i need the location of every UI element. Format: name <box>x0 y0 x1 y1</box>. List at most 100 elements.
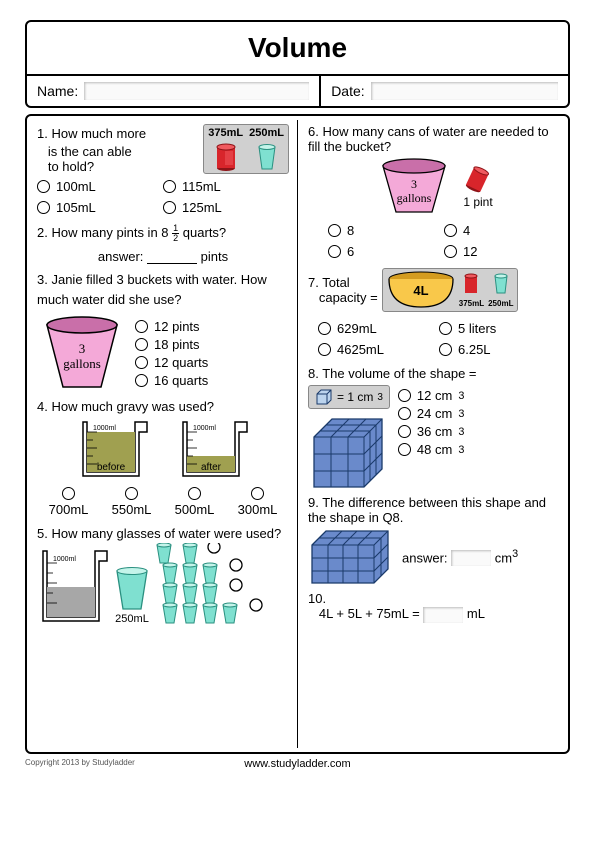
q6-can-label: 1 pint <box>463 195 492 209</box>
page-title: Volume <box>27 22 568 76</box>
svg-text:3: 3 <box>79 341 86 356</box>
copyright-text: Copyright 2013 by Studyladder <box>25 758 135 767</box>
red-can-small-icon <box>463 273 479 295</box>
beaker-after-icon: 1000ml after <box>173 418 253 480</box>
question-7: 7. Total capacity = 4L <box>308 268 560 360</box>
q2-text-a: How many pints in 8 <box>51 225 168 240</box>
beaker-icon: 1000ml <box>37 547 109 625</box>
q3-num: 3. <box>37 272 48 287</box>
q6-opt-1[interactable] <box>444 224 457 237</box>
cube-4x3-icon <box>308 529 392 585</box>
q6-opt-2[interactable] <box>328 245 341 258</box>
q9-num: 9. <box>308 495 319 510</box>
q1-opt-3[interactable] <box>163 201 176 214</box>
q3-opt-0[interactable] <box>135 320 148 333</box>
q4-opt-1[interactable] <box>125 487 138 500</box>
q5-text: How many glasses of water were used? <box>51 526 281 541</box>
q3-opt-2[interactable] <box>135 356 148 369</box>
q4-opt-2[interactable] <box>188 487 201 500</box>
q2-unit: pints <box>201 249 228 264</box>
q10-unit: mL <box>467 606 485 621</box>
q10-num: 10. <box>308 591 326 606</box>
q8-opt-1[interactable] <box>398 407 411 420</box>
svg-text:gallons: gallons <box>397 191 432 205</box>
question-3: 3. Janie filled 3 buckets with water. Ho… <box>37 270 289 393</box>
q1-text-b: is the can able <box>48 144 132 159</box>
q5-num: 5. <box>37 526 48 541</box>
q1-num: 1. <box>37 126 48 141</box>
q7-text-b: capacity = <box>319 290 378 305</box>
q4-text: How much gravy was used? <box>51 399 214 414</box>
q10-answer-field[interactable] <box>423 607 463 623</box>
svg-text:1000ml: 1000ml <box>93 425 116 432</box>
q6-opt-3[interactable] <box>444 245 457 258</box>
q8-key: = 1 cm3 <box>308 385 390 409</box>
bucket-icon-2: 3 gallons <box>375 156 453 218</box>
q1-can-panel: 375mL 250mL <box>203 124 289 174</box>
question-1: 1. How much more is the can able to hold… <box>37 124 289 218</box>
q2-ans-label: answer: <box>98 249 144 264</box>
q1-text-c: to hold? <box>48 159 94 174</box>
svg-text:before: before <box>97 462 126 473</box>
svg-text:4L: 4L <box>413 283 428 298</box>
q8-opt-3[interactable] <box>398 443 411 456</box>
q7-num: 7. <box>308 275 319 290</box>
q6-opt-0[interactable] <box>328 224 341 237</box>
q1-opt-1[interactable] <box>163 180 176 193</box>
q2-text-b: quarts? <box>183 225 226 240</box>
q8-opt-2[interactable] <box>398 425 411 438</box>
q1-can2-label: 250mL <box>249 127 284 139</box>
q7-opt-2[interactable] <box>318 343 331 356</box>
q3-opt-1[interactable] <box>135 338 148 351</box>
q9-ans-label: answer: <box>402 550 448 565</box>
svg-text:3: 3 <box>411 177 417 191</box>
q4-opt-0[interactable] <box>62 487 75 500</box>
question-2: 2. How many pints in 8 12 quarts? answer… <box>37 224 289 264</box>
q5-cup-label: 250mL <box>115 613 149 625</box>
cup-grid-icon <box>155 543 265 625</box>
q7-text-a: Total <box>322 275 349 290</box>
q7-opt-3[interactable] <box>439 343 452 356</box>
q7-opt-0[interactable] <box>318 322 331 335</box>
red-can-tilted-icon <box>463 165 491 195</box>
q8-opt-0[interactable] <box>398 389 411 402</box>
svg-text:1000ml: 1000ml <box>193 425 216 432</box>
q1-opt-0[interactable] <box>37 180 50 193</box>
teal-cup-small-icon <box>494 273 508 295</box>
unit-cube-icon <box>315 389 333 405</box>
name-label: Name: <box>37 83 78 99</box>
q6-num: 6. <box>308 124 319 139</box>
q4-num: 4. <box>37 399 48 414</box>
q7-panel: 4L 375mL <box>382 268 519 312</box>
svg-text:after: after <box>201 462 222 473</box>
q9-text: The difference between this shape and th… <box>308 495 546 525</box>
content-box: 1. How much more is the can able to hold… <box>25 114 570 754</box>
header-box: Volume Name: Date: <box>25 20 570 108</box>
q10-expr: 4L + 5L + 75mL = <box>319 606 420 621</box>
question-9: 9. The difference between this shape and… <box>308 495 560 585</box>
q1-text-a: How much more <box>51 126 146 141</box>
date-label: Date: <box>331 83 364 99</box>
q2-num: 2. <box>37 225 48 240</box>
q7-opt-1[interactable] <box>439 322 452 335</box>
teal-cup-icon <box>257 143 277 171</box>
q9-answer-field[interactable] <box>451 550 491 566</box>
q8-num: 8. <box>308 366 319 381</box>
name-field[interactable] <box>84 82 309 100</box>
svg-text:1000ml: 1000ml <box>53 556 76 563</box>
date-field[interactable] <box>371 82 558 100</box>
question-6: 6. How many cans of water are needed to … <box>308 124 560 262</box>
q3-opt-3[interactable] <box>135 374 148 387</box>
q1-can1-label: 375mL <box>208 127 243 139</box>
cube-3x3x3-icon <box>308 415 388 489</box>
question-4: 4. How much gravy was used? 1000ml befor… <box>37 399 289 520</box>
bowl-icon: 4L <box>387 271 455 309</box>
q2-answer-field[interactable] <box>147 250 197 264</box>
q4-opt-3[interactable] <box>251 487 264 500</box>
big-cup-icon <box>115 567 149 613</box>
q6-text: How many cans of water are needed to fil… <box>308 124 549 154</box>
q1-opt-2[interactable] <box>37 201 50 214</box>
svg-text:gallons: gallons <box>63 356 101 371</box>
red-can-icon <box>215 143 237 171</box>
q3-text: Janie filled 3 buckets with water. How m… <box>37 272 267 307</box>
